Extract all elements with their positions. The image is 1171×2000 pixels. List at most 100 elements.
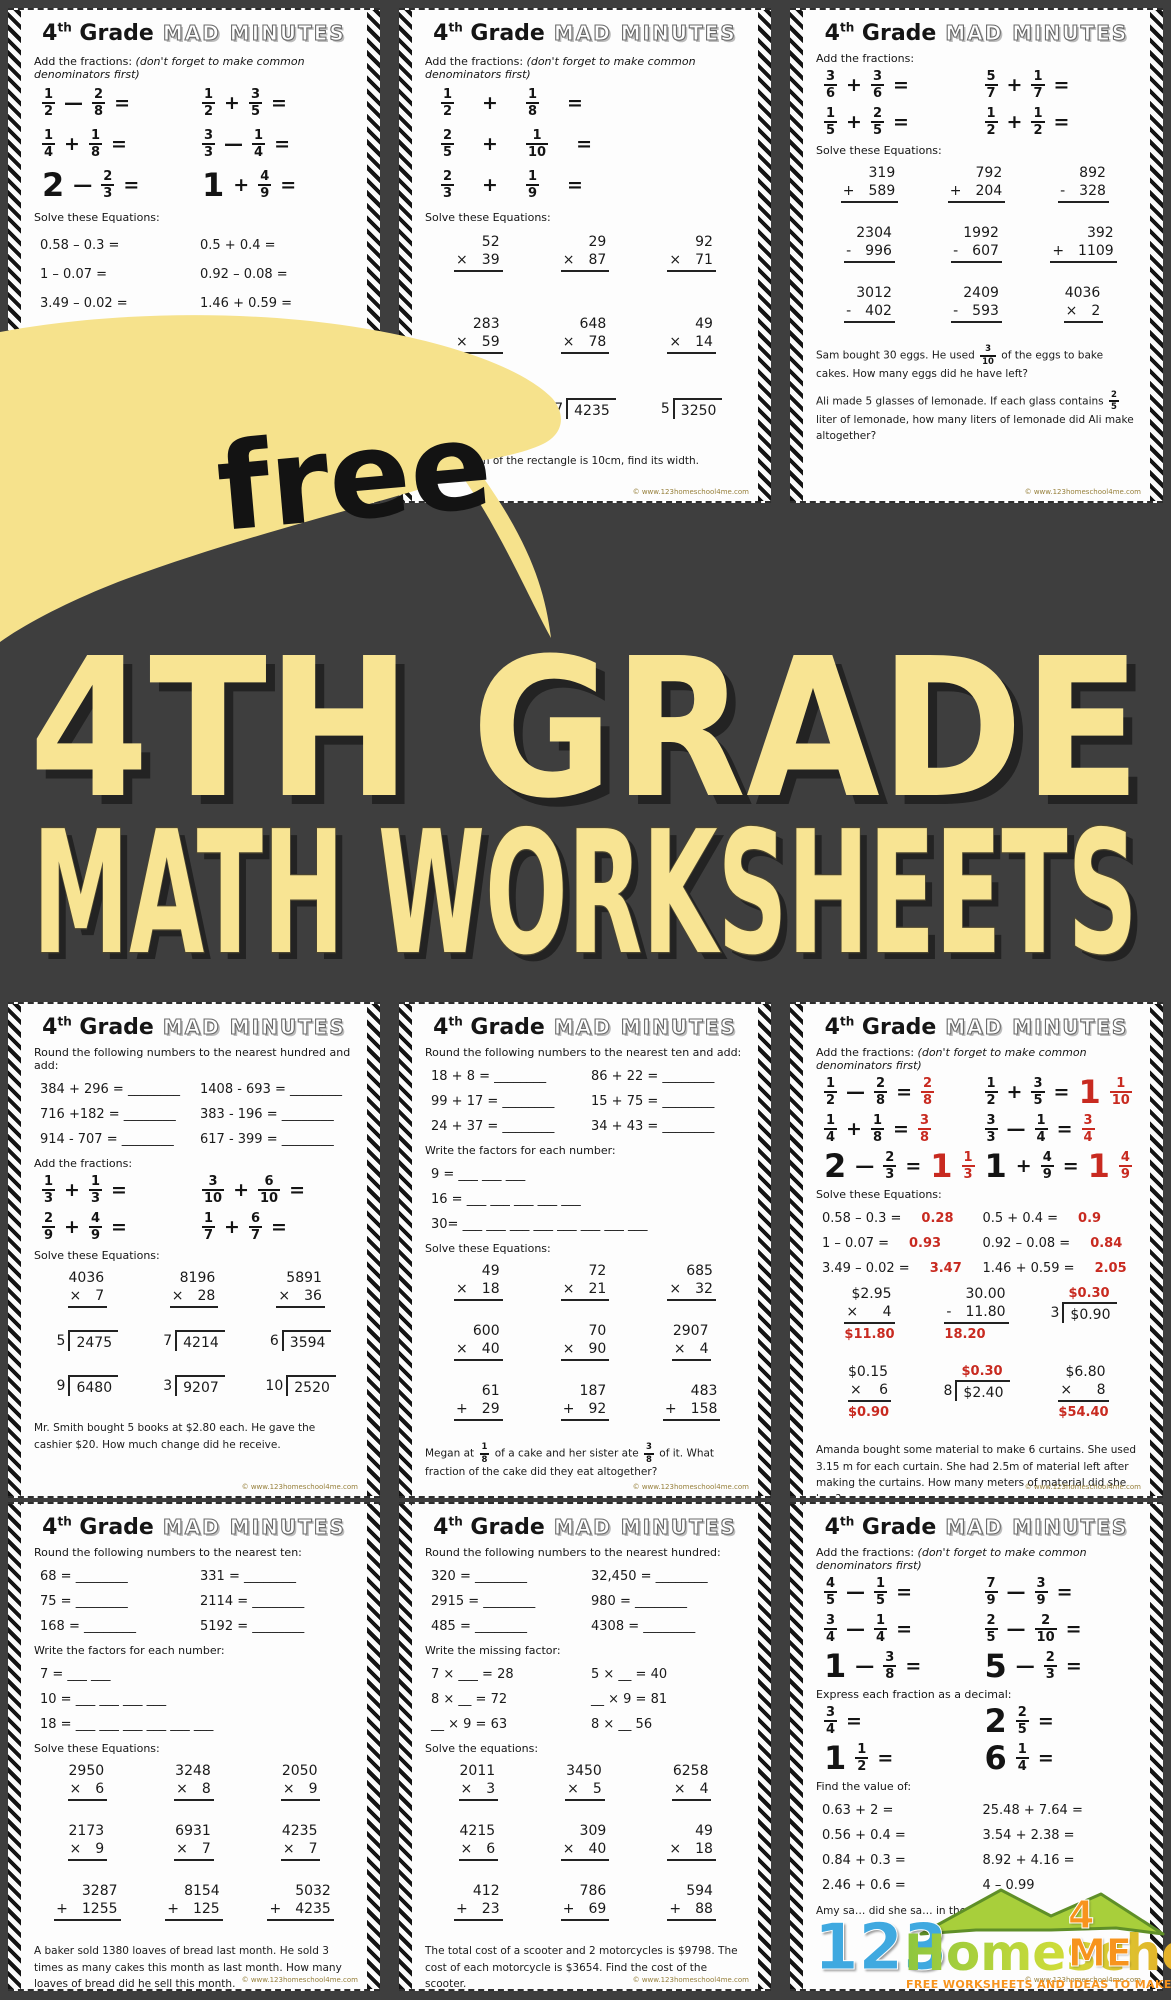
vertical-problem: 52 × 39 [425,234,532,273]
equation-text: 1 – 0.07 = [40,267,108,283]
equation-row: 3.49 – 0.02 = 3.47 1.46 + 0.59 = 2.05 [816,1261,1137,1276]
answer: $54.40 [1058,1405,1109,1421]
section-label: Solve these Equations: [816,144,1137,157]
vertical-problem-row: 9 6480 3 9207 10 2520 [34,1375,354,1397]
vertical-problem-row: 2304-996 1992-607 392 +1109 [816,225,1137,264]
worksheet-brand-label: MAD MINUTES [553,1015,737,1040]
denominator: 8 [479,1452,490,1465]
denominator: 7 [984,84,998,102]
section-label: Find the value of: [816,1780,1137,1793]
answer: 0.93 [909,1236,942,1252]
top-number: 2011 [459,1763,496,1780]
vertical-problem: 600 × 40 [425,1323,532,1362]
operator: — [855,1655,875,1678]
worksheet-grade-label: 4th Grade [825,1015,937,1040]
top-number: $2.95 [851,1286,892,1303]
denominator: 6 [870,84,885,102]
denominator: 10 [980,354,996,367]
worksheet-brand-label: MAD MINUTES [553,1515,737,1540]
bottom-line: +1255 [54,1901,121,1922]
numerator: 1 [1036,1113,1046,1129]
grade-number: 4 [433,21,449,47]
zigzag-border-right [1150,10,1163,501]
vertical-problem: 309 × 40 [532,1823,639,1862]
operator: + [269,1901,282,1918]
operator: × [282,1781,295,1798]
column-problem: 786 +69 [560,1883,610,1922]
long-division: 10 2520 [265,1375,336,1397]
equation-text: 3.54 + 2.38 = [982,1828,1075,1844]
column-problem: 70 × 90 [560,1323,610,1362]
vertical-problem: $6.80 × 8 $54.40 [1030,1364,1137,1420]
vertical-problem: 2050 × 9 [247,1763,354,1802]
zigzag-border-right [758,1504,771,1989]
vertical-problem-row: $0.15 × 6 $0.90 $0.30 8 $2.40 $6.80 × 8 $54.40 [816,1364,1137,1420]
bottom-number: 9 [308,1781,318,1798]
bottom-line: × 21 [560,1281,610,1302]
zigzag-border-right [1150,1504,1163,1989]
operator: = [905,1155,922,1178]
numerator: 3 [826,69,836,85]
operator: = [893,1118,909,1141]
fraction-problem: 2 5 +1 10 = [425,129,745,159]
operator: × [460,1841,473,1858]
operator: + [64,1179,80,1202]
denominator: 3 [961,1165,975,1183]
copyright-note: © www.123homeschool4me.com [632,1976,749,1984]
numerator: 3 [250,87,261,103]
bottom-number: 59 [481,334,500,351]
vertical-problem: 3012-402 [816,285,923,324]
equation-row: 7 × ___ = 28 5 × __ = 40 [425,1667,745,1682]
equation-row: 18 = ___ ___ ___ ___ ___ ___ [34,1717,354,1732]
numerator: 1 [254,128,264,144]
copyright-note: © www.123homeschool4me.com [1024,1976,1141,1984]
top-number: 319 [868,165,896,182]
bottom-line: × 8 [174,1781,214,1802]
equation-text: 2915 = ________ [431,1594,536,1610]
fraction-problem: 7 9—3 9 = [977,1577,1138,1607]
word-problem-text: Sam bought 30 eggs. He used [816,349,979,362]
divisor: 6 [269,1333,279,1350]
logo-tagline: FREE WORKSHEETS AND IDEAS TO MAKE LEARNI… [906,1978,1171,1991]
top-number: 29 [588,234,607,251]
fraction-problem: 1 5 +2 5 = [816,107,977,137]
equation: 68 = ________ [34,1569,194,1584]
column-problem: 5032 +4235 [267,1883,334,1922]
section-label-text: Solve these Equations: [34,1742,160,1756]
long-division-problem: 3 9207 [163,1375,225,1397]
column-problem: 72 × 21 [560,1263,610,1302]
section-label: Add the fractions: [816,52,1137,65]
fraction-problem: 1 +4 9 = [194,169,354,201]
numerator: 7 [986,1576,996,1592]
operator: × [69,1841,82,1858]
equation: 1 – 0.07 = [34,267,194,282]
operator: × [669,1281,682,1298]
bottom-line: +1109 [1050,243,1117,264]
operator: = [567,174,583,197]
fraction-problem: 2 9 +4 9 = [34,1212,194,1242]
operator: = [1037,1710,1054,1733]
equation: 331 = ________ [194,1569,354,1584]
ws-top-right: 4th Grade MAD MINUTES Add the fractions: 3 6… [790,8,1163,503]
bottom-number: 589 [868,183,896,200]
ws-bottom-middle: 4th Grade MAD MINUTES Round the following … [399,1502,771,1991]
top-number: 2173 [68,1823,105,1840]
fraction-row: 4 5—1 5 = 7 9—3 9 = [816,1577,1137,1607]
dividend: 9207 [175,1375,225,1397]
fraction-row: 1 4 +1 8 = 3 8 3 3—1 4 = 3 4 [816,1114,1137,1144]
bottom-line: × 8 [1058,1382,1109,1403]
section-label: Add the fractions: (don't forget to make… [816,1546,1137,1572]
vertical-problem: 892-328 [1030,165,1137,204]
section-label: Solve these Equations: [425,211,745,224]
fraction-problem: 5 7 +1 7 = [977,70,1138,100]
word-problem-text: The total cost of a scooter and 2 motorc… [425,1945,738,1990]
numerator: 2 [1041,1613,1051,1629]
numerator: 3 [826,1705,836,1721]
operator: × [69,1781,82,1798]
zigzag-border-left [399,1004,412,1496]
